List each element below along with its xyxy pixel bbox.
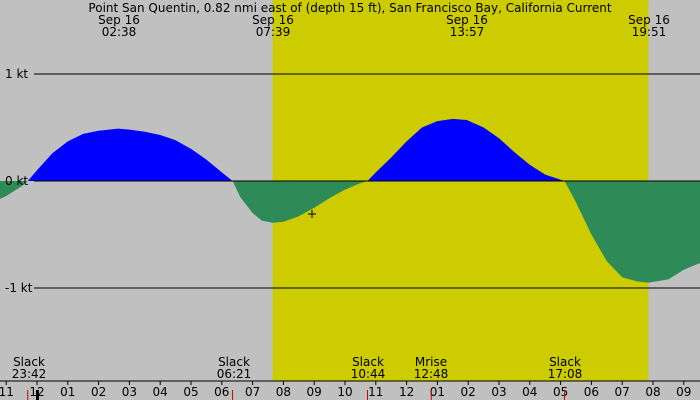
x-tick-label: 01 <box>60 385 75 399</box>
ebb-current-area <box>232 181 368 223</box>
x-tick-label: 09 <box>307 385 322 399</box>
ebb-current-area <box>0 181 28 200</box>
x-tick-label: 07 <box>245 385 260 399</box>
flood-current-area <box>27 128 233 181</box>
y-tick-label: 1 kt <box>5 67 28 81</box>
x-tick-label: 03 <box>122 385 137 399</box>
extreme-date-label: Sep 16 <box>252 13 294 27</box>
gridline-layer: 1 kt 0 kt -1 kt <box>5 67 700 295</box>
extreme-date-label: Sep 16 <box>628 13 670 27</box>
ebb-current-area <box>564 181 700 283</box>
x-tick-label: 07 <box>615 385 630 399</box>
flood-current-area <box>367 118 565 181</box>
event-label-layer: Slack23:42Slack06:21Slack10:44Mrise12:48… <box>12 355 583 381</box>
marker-layer <box>308 210 316 218</box>
x-tick-label: 03 <box>491 385 506 399</box>
event-label: Slack <box>13 355 45 369</box>
x-tick-label: 08 <box>645 385 660 399</box>
extreme-time-label: 13:57 <box>450 25 485 39</box>
event-label: Slack <box>218 355 250 369</box>
x-axis: 1112010203040506070809101112010203040506… <box>0 380 700 400</box>
x-tick-label: 04 <box>153 385 168 399</box>
event-label: Mrise <box>415 355 447 369</box>
event-time-label: 23:42 <box>12 367 47 381</box>
extreme-time-label: 19:51 <box>632 25 667 39</box>
x-tick-label: 06 <box>584 385 599 399</box>
x-tick-label: 01 <box>430 385 445 399</box>
y-tick-label: -1 kt <box>5 281 33 295</box>
x-tick-label: 02 <box>461 385 476 399</box>
y-tick-label: 0 kt <box>5 174 28 188</box>
x-tick-label: 11 <box>368 385 383 399</box>
x-tick-label: 08 <box>276 385 291 399</box>
extreme-time-label: 07:39 <box>256 25 291 39</box>
event-time-label: 12:48 <box>414 367 449 381</box>
event-time-label: 10:44 <box>351 367 386 381</box>
extreme-date-label: Sep 16 <box>98 13 140 27</box>
x-tick-label: 04 <box>522 385 537 399</box>
extreme-date-label: Sep 16 <box>446 13 488 27</box>
midnight-marker <box>36 390 39 400</box>
x-tick-label: 05 <box>183 385 198 399</box>
current-area-layer <box>0 118 700 283</box>
x-tick-label: 06 <box>214 385 229 399</box>
event-label: Slack <box>352 355 384 369</box>
event-time-label: 17:08 <box>548 367 583 381</box>
event-label: Slack <box>549 355 581 369</box>
x-tick-label: 05 <box>553 385 568 399</box>
event-time-label: 06:21 <box>217 367 252 381</box>
x-tick-label: 10 <box>337 385 352 399</box>
extreme-time-label: 02:38 <box>102 25 137 39</box>
chart-title: Point San Quentin, 0.82 nmi east of (dep… <box>88 1 611 15</box>
x-tick-label: 02 <box>91 385 106 399</box>
x-tick-label: 11 <box>0 385 14 399</box>
x-tick-label: 09 <box>676 385 691 399</box>
x-tick-label: 12 <box>399 385 414 399</box>
